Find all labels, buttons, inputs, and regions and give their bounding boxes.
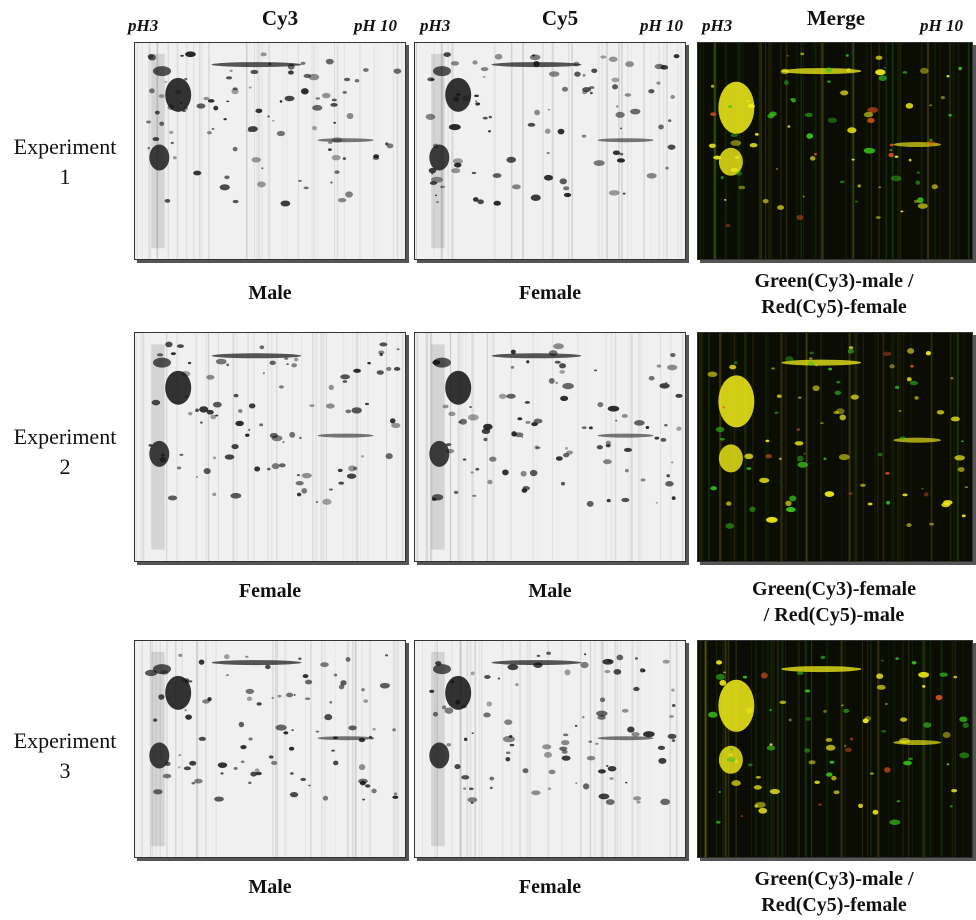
caption-exp1-cy3: Male [248,282,292,304]
caption-exp1-cy5: Female [518,282,582,304]
caption-exp2-merge: Green(Cy3)-female / Red(Cy5)-male [714,576,954,628]
merge-pattern [698,333,969,561]
experiment-number: 2 [59,454,71,479]
column-title-cy5: Cy5 [541,6,579,30]
caption-exp2-cy3: Female [238,580,302,602]
gel-pattern [415,43,680,259]
gel-image-exp2-cy5 [414,332,686,562]
caption-exp3-merge: Green(Cy3)-male / Red(Cy5)-female [714,866,954,918]
merge-caption-line: Green(Cy3)-male / [754,270,914,292]
merge-pattern [699,43,970,259]
caption-exp1-merge: Green(Cy3)-male / Red(Cy5)-female [714,268,954,320]
ph-low-label-cy3: pH3 [128,16,159,35]
ph-high-label-merge: pH 10 [920,16,963,35]
merge-caption-line: Green(Cy3)-female [751,578,916,600]
ph-high-label-cy5: pH 10 [640,16,683,35]
experiment-number: 3 [59,758,71,783]
experiment-label-text: Experiment [13,134,117,159]
experiment-number: 1 [59,164,71,189]
column-title-cy3: Cy3 [261,6,299,30]
gel-image-exp2-merge [697,332,973,562]
ph-high-label-cy3: pH 10 [354,16,397,35]
gel-image-exp1-merge [697,42,973,260]
merge-caption-line: / Red(Cy5)-male [763,604,905,626]
merge-caption-line: Green(Cy3)-male / [754,868,914,890]
experiment-label-text: Experiment [13,424,117,449]
caption-exp3-cy3: Male [248,876,292,898]
experiment-1-label: Experiment 1 [0,132,130,192]
caption-exp2-cy5: Male [528,580,572,602]
experiment-label-text: Experiment [13,728,117,753]
ph-low-label-cy5: pH3 [420,16,451,35]
gel-pattern [135,333,404,561]
gel-pattern [422,641,678,857]
merge-caption-line: Red(Cy5)-female [761,894,907,916]
column-title-merge: Merge [806,6,866,30]
gel-image-exp1-cy3 [134,42,406,260]
merge-pattern [699,641,972,857]
gel-image-exp3-cy3 [134,640,406,858]
gel-image-exp3-merge [697,640,973,858]
gel-image-exp2-cy3 [134,332,406,562]
gel-image-exp3-cy5 [414,640,686,858]
ph-low-label-merge: pH3 [702,16,733,35]
gel-pattern [136,43,403,259]
gel-pattern [141,641,399,857]
caption-exp3-cy5: Female [518,876,582,898]
gel-image-exp1-cy5 [414,42,686,260]
gel-pattern [416,333,684,561]
experiment-3-label: Experiment 3 [0,726,130,786]
merge-caption-line: Red(Cy5)-female [761,296,907,318]
experiment-2-label: Experiment 2 [0,422,130,482]
